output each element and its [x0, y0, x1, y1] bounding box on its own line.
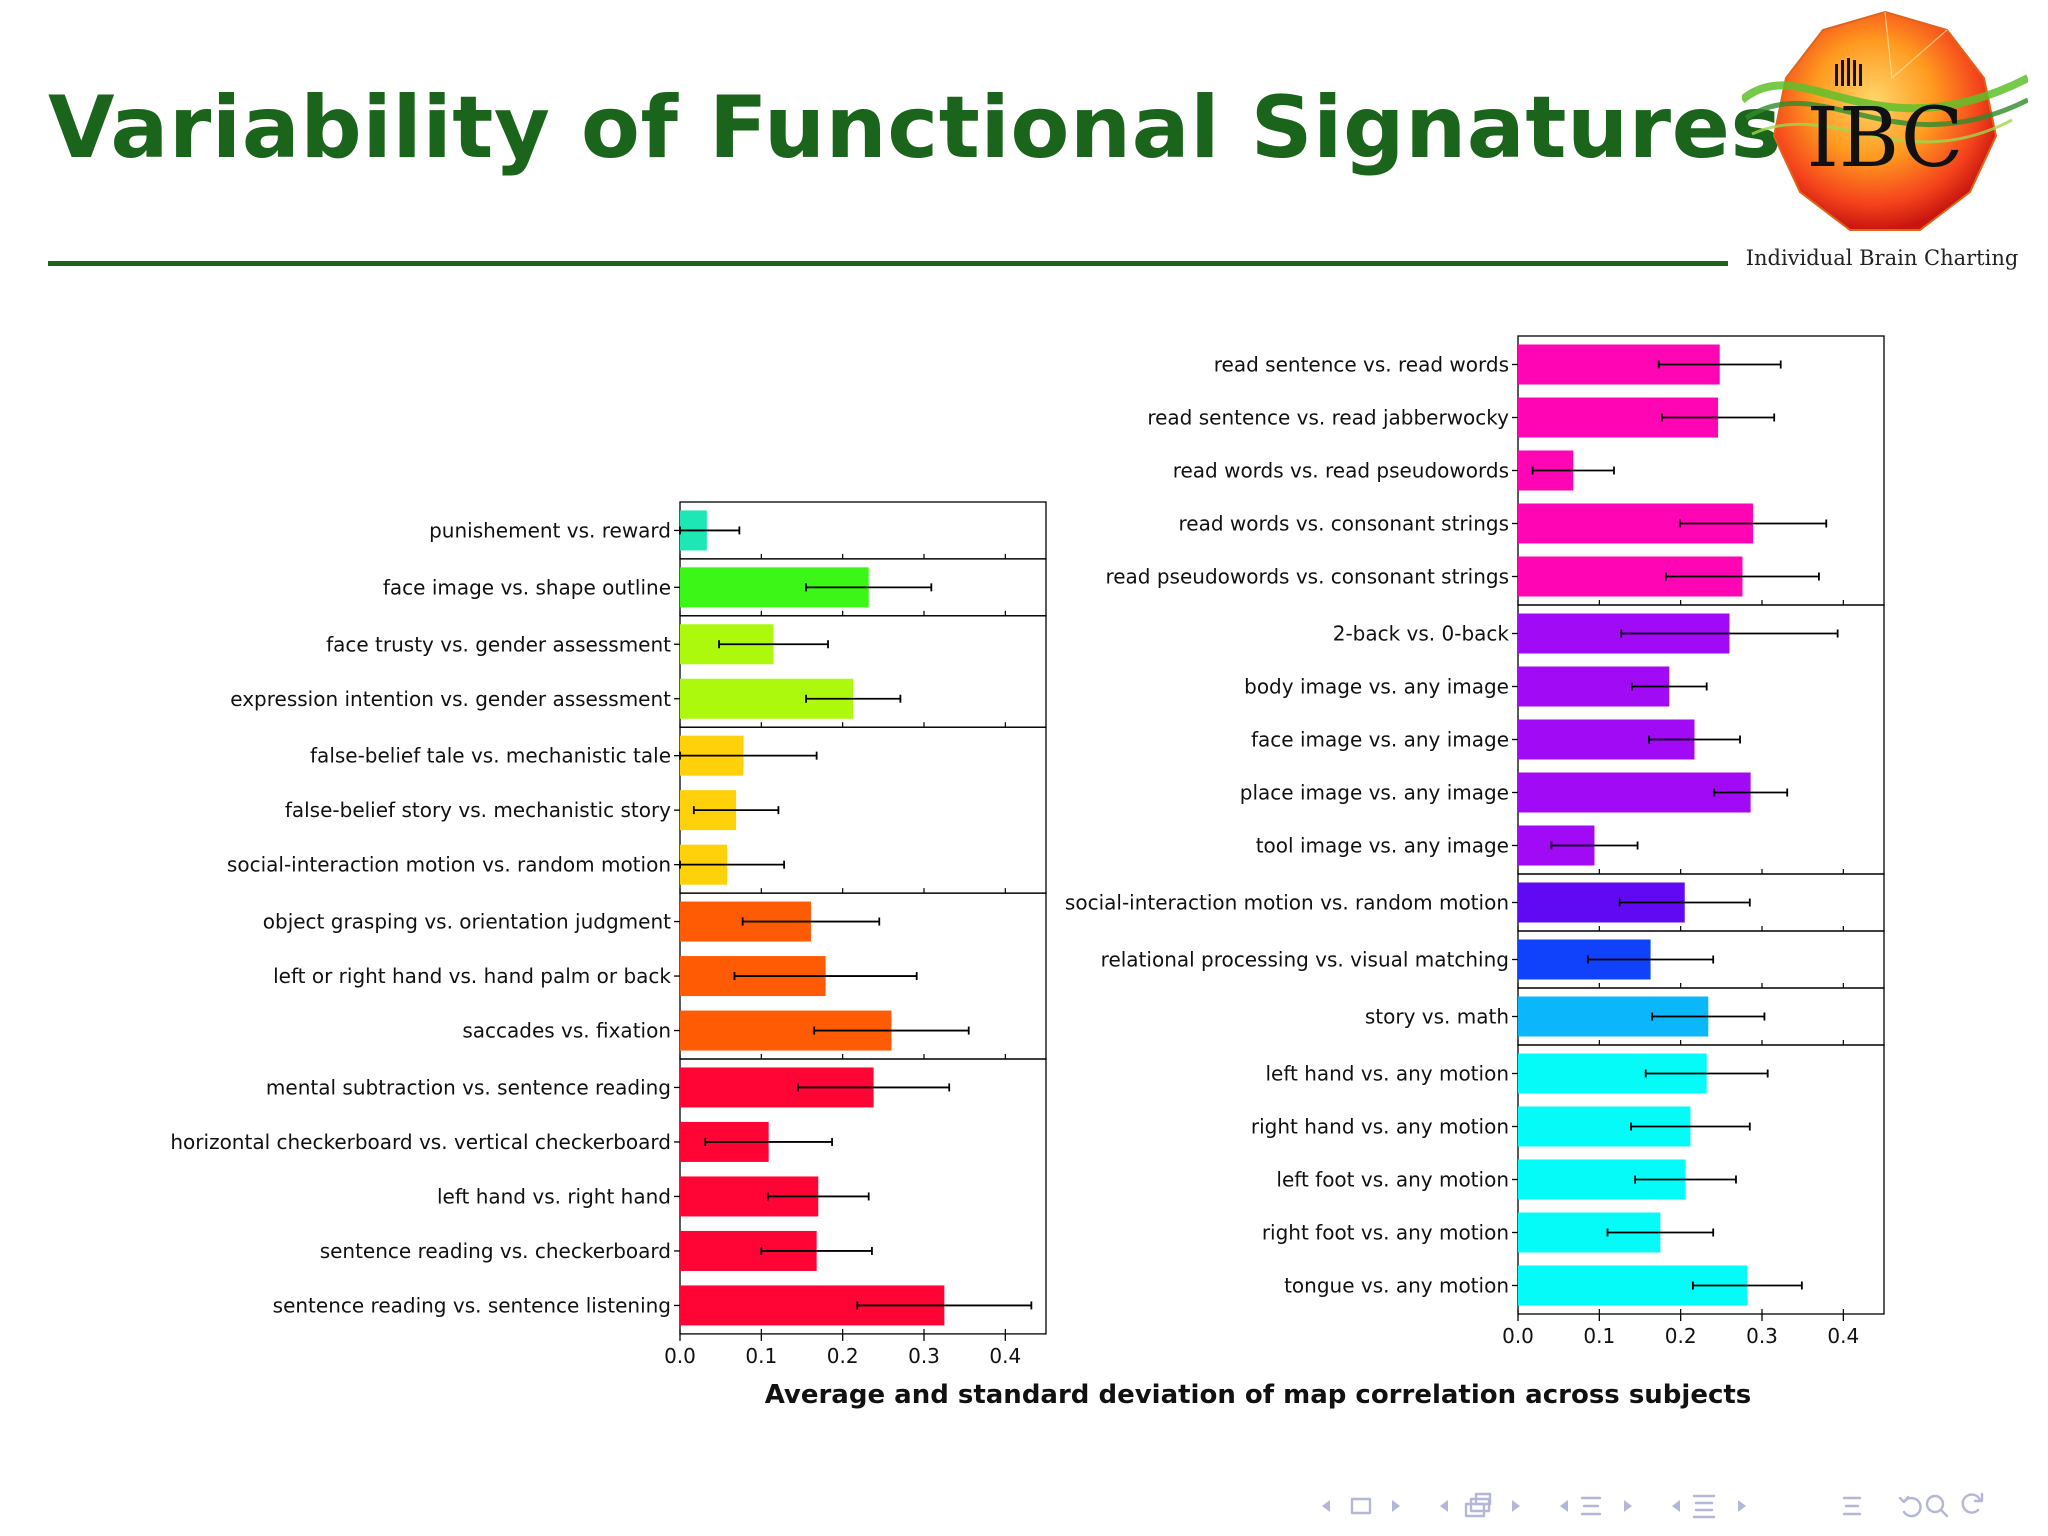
bar-label: left or right hand vs. hand palm or back — [273, 964, 671, 988]
bar-label: place image vs. any image — [1240, 781, 1509, 805]
chart-right: read sentence vs. read words read sentenc… — [1065, 335, 1885, 1348]
bar-label: left hand vs. right hand — [437, 1184, 671, 1208]
nav-right-arrow-icon[interactable] — [1392, 1500, 1400, 1512]
bar-label: face image vs. any image — [1251, 728, 1509, 752]
frame-icon[interactable] — [1350, 1497, 1372, 1515]
bar-label: punishement vs. reward — [429, 518, 671, 542]
bar-label: read sentence vs. read words — [1214, 353, 1509, 377]
bar-label: saccades vs. fixation — [462, 1019, 671, 1043]
bar — [1518, 772, 1751, 813]
logo-text: IBC — [1807, 91, 1964, 186]
bar-label: sentence reading vs. checkerboard — [320, 1239, 671, 1263]
slide-title: Variability of Functional Signatures — [48, 78, 1783, 178]
figure-caption: Average and standard deviation of map co… — [764, 1380, 1752, 1410]
bar-label: read words vs. consonant strings — [1178, 512, 1509, 536]
bar-label: expression intention vs. gender assessme… — [230, 687, 671, 711]
outline-icon[interactable] — [1842, 1496, 1862, 1516]
bar-label: object grasping vs. orientation judgment — [263, 910, 671, 934]
nav-left-arrow-icon[interactable] — [1560, 1500, 1568, 1512]
beamer-navigation — [1322, 1492, 1984, 1519]
subsection-icon[interactable] — [1464, 1492, 1492, 1518]
nav-left-arrow-icon[interactable] — [1440, 1500, 1448, 1512]
back-icon[interactable] — [1898, 1495, 1922, 1518]
bar-label: left foot vs. any motion — [1276, 1168, 1509, 1192]
x-tick-label: 0.1 — [745, 1344, 777, 1368]
x-tick-label: 0.0 — [1502, 1324, 1534, 1348]
x-tick-label: 0.3 — [908, 1344, 940, 1368]
title-divider — [48, 261, 1728, 266]
bar-label: tool image vs. any image — [1256, 834, 1509, 858]
bar-label: false-belief story vs. mechanistic story — [285, 798, 671, 822]
bar-label: story vs. math — [1365, 1005, 1509, 1029]
x-tick-label: 0.1 — [1583, 1324, 1615, 1348]
bar-label: horizontal checkerboard vs. vertical che… — [170, 1130, 671, 1154]
nav-left-arrow-icon[interactable] — [1322, 1500, 1330, 1512]
bar-label: mental subtraction vs. sentence reading — [266, 1075, 671, 1099]
nav-left-arrow-icon[interactable] — [1672, 1500, 1680, 1512]
search-icon[interactable] — [1925, 1494, 1949, 1518]
x-tick-label: 0.4 — [989, 1344, 1021, 1368]
document-icon[interactable] — [1692, 1494, 1716, 1519]
x-tick-label: 0.2 — [1665, 1324, 1697, 1348]
x-tick-label: 0.0 — [664, 1344, 696, 1368]
section-icon[interactable] — [1580, 1496, 1602, 1516]
bar-label: right foot vs. any motion — [1262, 1221, 1509, 1245]
bar-label: right hand vs. any motion — [1251, 1115, 1509, 1139]
bar-label: false-belief tale vs. mechanistic tale — [310, 744, 671, 768]
bar-label: read sentence vs. read jabberwocky — [1147, 406, 1509, 430]
x-tick-label: 0.3 — [1746, 1324, 1778, 1348]
x-tick-label: 0.2 — [827, 1344, 859, 1368]
bar-label: face image vs. shape outline — [383, 575, 671, 599]
nav-right-arrow-icon[interactable] — [1512, 1500, 1520, 1512]
bar-label: 2-back vs. 0-back — [1333, 622, 1510, 646]
ibc-logo: IBC — [1742, 10, 2028, 231]
x-tick-label: 0.4 — [1827, 1324, 1859, 1348]
bar-label: social-interaction motion vs. random mot… — [1065, 891, 1509, 915]
bar-label: face trusty vs. gender assessment — [326, 632, 671, 656]
bar-label: body image vs. any image — [1244, 675, 1509, 699]
refresh-icon[interactable] — [1961, 1492, 1984, 1514]
bar-label: read pseudowords vs. consonant strings — [1105, 565, 1509, 589]
bar-label: sentence reading vs. sentence listening — [273, 1293, 671, 1317]
chart-left: punishement vs. reward face image vs. sha… — [170, 501, 1047, 1368]
nav-right-arrow-icon[interactable] — [1624, 1500, 1632, 1512]
bar-label: tongue vs. any motion — [1284, 1274, 1509, 1298]
bar-label: social-interaction motion vs. random mot… — [227, 853, 671, 877]
bar-label: read words vs. read pseudowords — [1173, 459, 1509, 483]
bar-label: left hand vs. any motion — [1265, 1062, 1509, 1086]
logo-caption: Individual Brain Charting — [1745, 246, 2019, 270]
nav-right-arrow-icon[interactable] — [1738, 1500, 1746, 1512]
bar-label: relational processing vs. visual matchin… — [1101, 948, 1509, 972]
